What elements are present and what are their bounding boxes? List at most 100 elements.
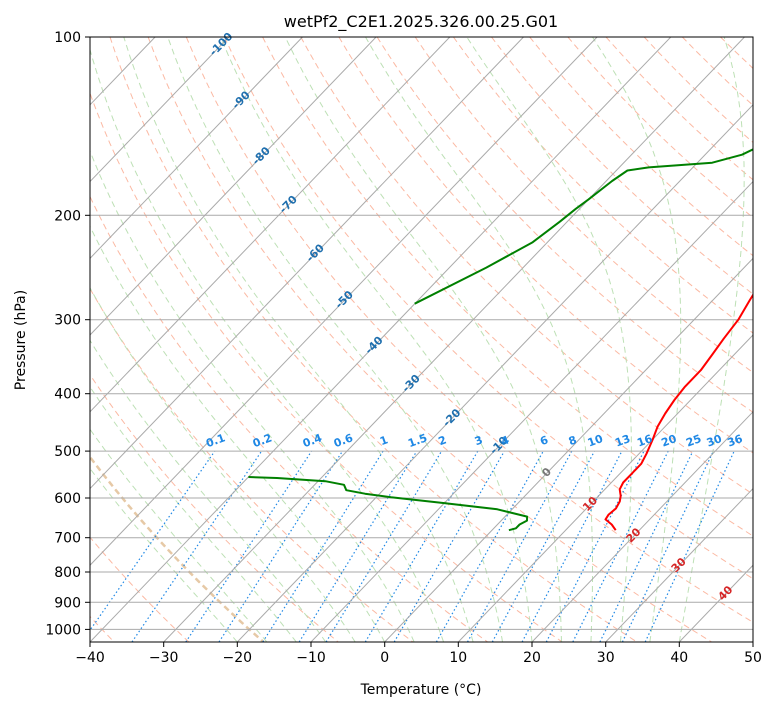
moist-adiabat-line (90, 47, 445, 642)
isotherm-line (310, 180, 753, 642)
dry-adiabat-line (491, 37, 753, 295)
temperature-profile-line (604, 293, 753, 531)
mixing-ratio-label: 25 (684, 432, 703, 449)
dry-adiabat-line (681, 37, 753, 106)
dry-adiabat-line (90, 195, 488, 642)
moist-adiabat-line (365, 37, 593, 642)
mixing-ratio-label: 10 (586, 432, 605, 450)
dewpoint-profile-upper-line (414, 148, 753, 305)
isotherm-line (90, 37, 672, 642)
dry-adiabat-line (567, 37, 753, 219)
mixing-ratio-line (621, 450, 714, 642)
isotherm-line (531, 411, 753, 642)
isotherm-line (90, 37, 303, 260)
dry-adiabat-line (90, 287, 414, 642)
isotherm-line (752, 641, 753, 642)
y-axis-tick-label: 500 (54, 444, 81, 460)
dry-adiabat-line (643, 37, 753, 144)
dry-adiabat-line (452, 37, 753, 334)
isotherm-line (678, 564, 753, 642)
dry-adiabat-line (147, 37, 712, 642)
x-axis-title: Temperature (°C) (360, 682, 482, 698)
mixing-ratio-label: 8 (567, 433, 579, 448)
moist-adiabat-line (90, 339, 327, 642)
dry-adiabat-line (300, 37, 753, 495)
mixing-ratio-label: 3 (473, 433, 485, 448)
dry-adiabat-line (185, 37, 753, 623)
y-axis-tick-label: 700 (54, 531, 81, 547)
isotherm-line (90, 37, 230, 183)
y-axis-tick-label: 200 (54, 208, 81, 224)
mixing-ratio-line (572, 450, 669, 642)
mixing-ratio-label: 1 (378, 433, 390, 448)
moist-adiabat-line (592, 37, 682, 642)
y-axis-tick-label: 800 (54, 565, 81, 581)
isotherm-line (90, 37, 524, 490)
x-axis-tick-label: −40 (75, 650, 105, 666)
moist-adiabat-line (678, 37, 745, 642)
mixing-ratio-label: 0.2 (251, 431, 274, 450)
y-axis-tick-label: 400 (54, 387, 81, 403)
isotherm-line (236, 104, 753, 642)
dry-adiabat-line (605, 37, 753, 181)
isotherm-line (0, 37, 8, 642)
dry-adiabat-line (224, 37, 753, 580)
x-axis-tick-label: −20 (223, 650, 253, 666)
dewpoint-profile-lower-line (248, 476, 529, 532)
moist-adiabat-line (466, 37, 632, 642)
mixing-ratio-line (491, 450, 596, 642)
isotherm-line (163, 37, 745, 642)
mixing-ratio-label: 0.6 (332, 431, 355, 450)
moist-adiabat-line (90, 149, 415, 642)
mixing-ratio-line (466, 450, 573, 642)
mixing-ratio-line (435, 450, 544, 642)
x-axis-tick-label: 20 (523, 650, 541, 666)
mixing-ratio-line (364, 450, 479, 642)
y-axis-tick-label: 900 (54, 595, 81, 611)
dry-adiabat-line (262, 37, 753, 537)
moist-adiabat-line (90, 225, 386, 642)
isotherm-line (457, 334, 753, 642)
mixing-ratio-label: 0.4 (301, 431, 324, 450)
moist-adiabat-line (167, 37, 503, 642)
mixing-ratio-label: 0.1 (204, 431, 227, 450)
mixing-ratio-label: 36 (726, 432, 745, 450)
x-axis-tick-label: 0 (380, 650, 389, 666)
x-axis-tick-label: −30 (149, 650, 179, 666)
mixing-ratio-label: 4 (499, 433, 511, 448)
y-axis-tick-label: 1000 (45, 622, 81, 638)
mixing-ratio-line (298, 450, 418, 642)
mixing-ratio-label: 6 (538, 433, 550, 448)
y-axis-tick-label: 600 (54, 491, 81, 507)
dry-adiabat-line (529, 37, 753, 257)
mixing-ratio-label: 1.5 (406, 431, 429, 450)
dry-adiabat-highlight-line (90, 454, 265, 642)
dry-adiabat-line (90, 373, 339, 642)
moist-adiabat-line (90, 467, 238, 642)
moist-adiabat-line (284, 37, 562, 642)
dry-adiabat-line (90, 456, 264, 642)
mixing-ratio-label: 16 (635, 432, 654, 450)
isotherm-line (90, 37, 598, 566)
mixing-ratio-line (545, 450, 645, 642)
moist-adiabat-line (90, 286, 356, 642)
mixing-ratio-line (644, 450, 735, 642)
mixing-ratio-line (325, 450, 443, 642)
chart-title: wetPf2_C2E1.2025.326.00.25.G01 (284, 12, 558, 32)
mixing-ratio-line (90, 450, 216, 632)
dry-adiabat-line (338, 37, 753, 454)
dry-adiabat-line (90, 91, 563, 642)
isotherm-line (384, 257, 753, 642)
mixing-ratio-line (599, 450, 694, 642)
isotherm-line (90, 37, 451, 413)
x-axis-tick-label: 10 (449, 650, 467, 666)
y-axis-tick-label: 300 (54, 313, 81, 329)
moist-adiabat-line (123, 37, 474, 642)
dry-adiabat-line (759, 37, 775, 642)
y-axis-tick-label: 100 (54, 30, 81, 46)
dry-adiabat-line (414, 37, 753, 374)
moist-adiabat-line (90, 386, 297, 642)
x-axis-tick-label: 30 (597, 650, 615, 666)
plot-frame (89, 36, 754, 643)
isotherm-value-label: -100 (207, 30, 236, 59)
